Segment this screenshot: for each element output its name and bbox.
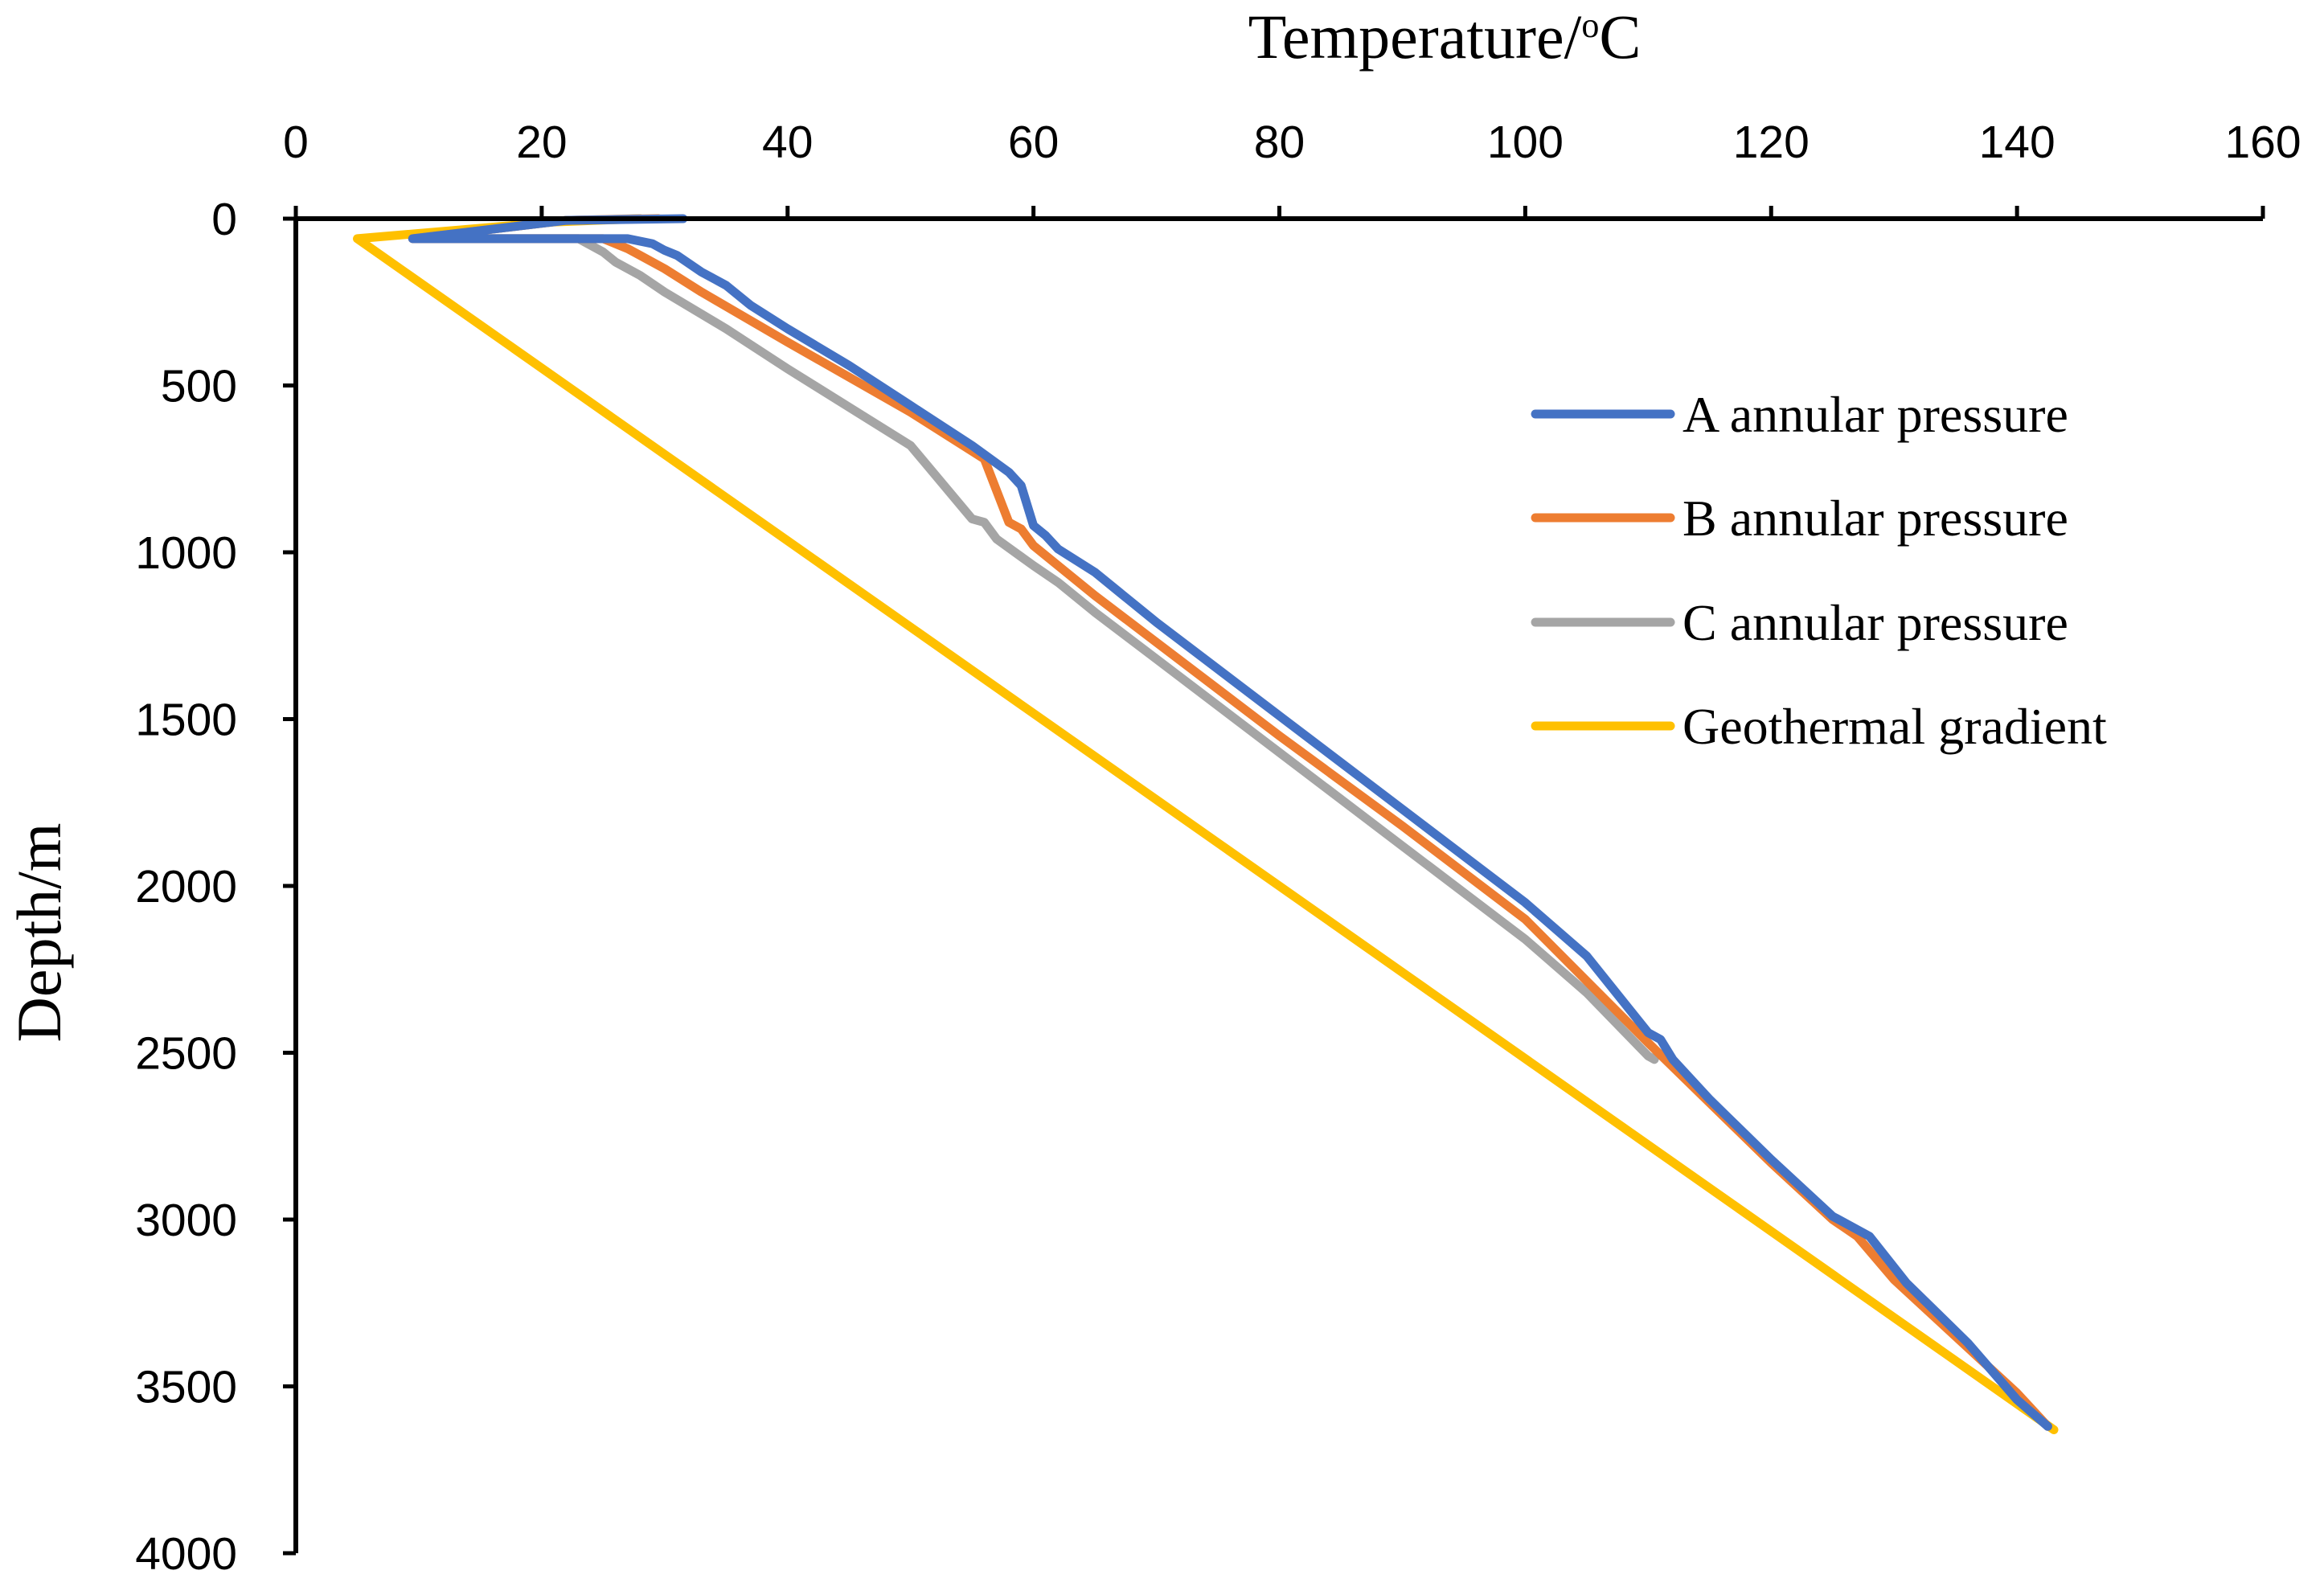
- legend-label-a-annular-pressure: A annular pressure: [1683, 386, 2068, 443]
- x-axis-title-unit: C: [1599, 2, 1641, 72]
- x-axis-title-main: Temperature/: [1248, 2, 1582, 72]
- x-tick-label: 120: [1733, 117, 1810, 168]
- x-axis-title-sup: o: [1581, 6, 1599, 45]
- y-tick-label: 3000: [135, 1195, 237, 1246]
- series-layer: [353, 214, 2059, 1434]
- series-line-c-annular-pressure: [408, 214, 1659, 1064]
- y-tick-label: 3500: [135, 1362, 237, 1413]
- x-axis-title: Temperature/oC: [1248, 2, 1642, 72]
- x-tick-label: 100: [1487, 117, 1564, 168]
- axes: [283, 206, 2265, 1556]
- series-line-a-annular-pressure: [408, 214, 2052, 1431]
- x-tick-label: 40: [762, 117, 813, 168]
- y-tick-label: 500: [161, 361, 237, 412]
- legend-label-c-annular-pressure: C annular pressure: [1683, 594, 2068, 651]
- x-tick-label: 140: [1979, 117, 2056, 168]
- legend-label-b-annular-pressure: B annular pressure: [1683, 490, 2068, 547]
- x-tick-label: 160: [2224, 117, 2301, 168]
- y-tick-label: 2000: [135, 861, 237, 912]
- y-tick-label: 1500: [135, 695, 237, 746]
- y-tick-label: 1000: [135, 527, 237, 579]
- y-tick-label: 4000: [135, 1528, 237, 1580]
- y-tick-label: 2500: [135, 1028, 237, 1080]
- x-tick-label: 20: [516, 117, 567, 168]
- y-axis-title: Depth/m: [4, 823, 74, 1043]
- tick-labels: 0 20 40 60 80 100 120 140 160 0 500 1000 1500 2000 250…: [135, 117, 2301, 1580]
- y-tick-label: 0: [211, 194, 237, 245]
- x-tick-label: 0: [283, 117, 309, 168]
- legend-label-geothermal-gradient: Geothermal gradient: [1683, 698, 2107, 755]
- x-tick-label: 80: [1254, 117, 1305, 168]
- legend: A annular pressure B annular pressure C an…: [1531, 386, 2107, 755]
- x-tick-label: 60: [1008, 117, 1059, 168]
